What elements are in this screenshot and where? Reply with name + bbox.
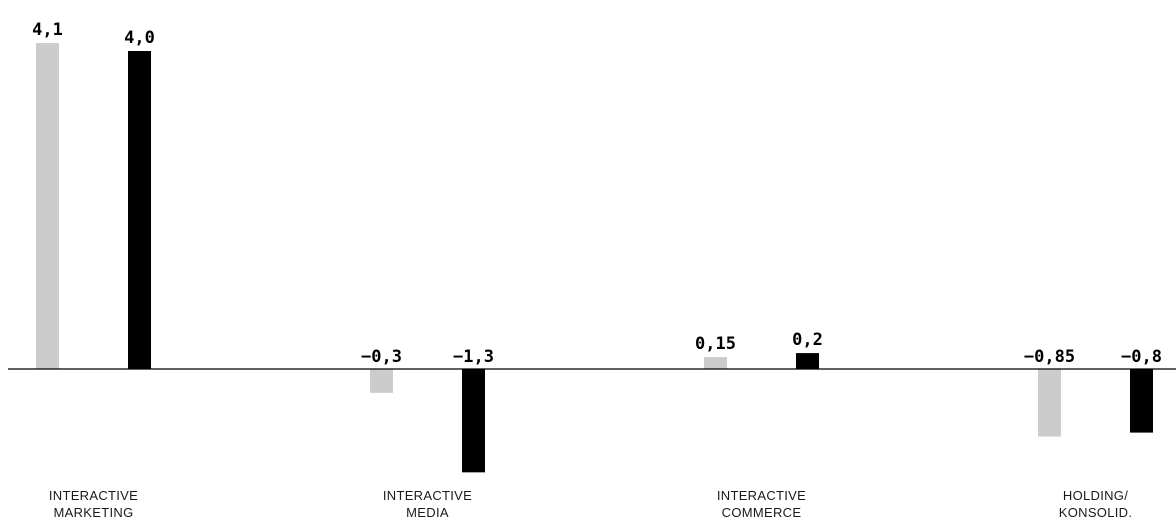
bar-series1-cat3 [704, 357, 727, 369]
value-label-series1-cat3: 0,15 [695, 334, 736, 354]
category-label-line2-cat1: MARKETING [54, 505, 134, 520]
value-label-series2-cat3: 0,2 [792, 330, 823, 350]
bar-series2-cat3 [796, 353, 819, 369]
category-label-line2-cat3: COMMERCE [722, 505, 802, 520]
bar-series2-cat4 [1130, 369, 1153, 433]
category-label-line2-cat2: MEDIA [406, 505, 449, 520]
value-labels-group: 4,1 4,0 −0,3 −1,3 0,15 0,2 −0,85 −0,8 [32, 20, 1162, 367]
value-label-series1-cat4: −0,85 [1024, 347, 1075, 367]
value-label-series1-cat1: 4,1 [32, 20, 63, 40]
category-label-line1-cat3: INTERACTIVE [717, 488, 806, 503]
value-label-series1-cat2: −0,3 [361, 347, 402, 367]
category-label-line1-cat1: INTERACTIVE [49, 488, 138, 503]
category-labels-group: INTERACTIVE MARKETING INTERACTIVE MEDIA INTE… [49, 488, 1132, 520]
category-label-line2-cat4: KONSOLID. [1059, 505, 1133, 520]
bars-group [36, 43, 1153, 473]
category-label-line1-cat4: HOLDING/ [1063, 488, 1128, 503]
bar-series2-cat2 [462, 369, 485, 473]
bar-series1-cat4 [1038, 369, 1061, 437]
bar-series2-cat1 [128, 51, 151, 369]
category-label-line1-cat2: INTERACTIVE [383, 488, 472, 503]
bar-series1-cat1 [36, 43, 59, 370]
value-label-series2-cat1: 4,0 [124, 28, 155, 48]
value-label-series2-cat2: −1,3 [453, 347, 494, 367]
bar-series1-cat2 [370, 369, 393, 393]
value-label-series2-cat4: −0,8 [1121, 347, 1162, 367]
